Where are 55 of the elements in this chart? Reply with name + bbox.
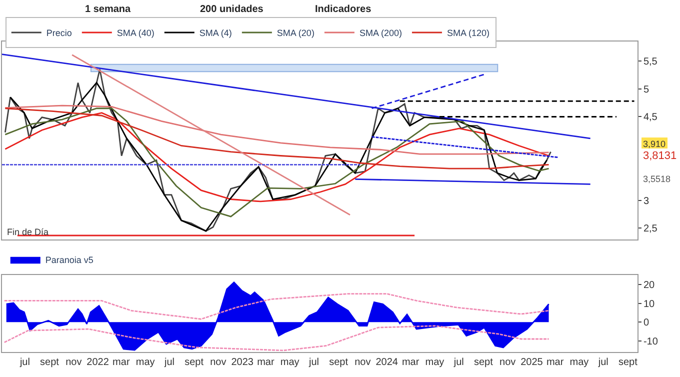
- x-tick-label: nov: [500, 357, 516, 368]
- legend-label: Paranoia v5: [45, 255, 94, 266]
- x-tick-label: mar: [257, 357, 275, 368]
- line-series: [4, 293, 550, 320]
- legend-label: SMA (200): [359, 28, 402, 38]
- x-tick-label: jul: [18, 357, 30, 368]
- y-tick-label: 10: [643, 298, 655, 310]
- x-tick-label: mar: [112, 357, 130, 368]
- x-tick-label: may: [136, 357, 155, 368]
- x-tick-label: mar: [546, 357, 564, 368]
- x-tick-label: nov: [354, 357, 371, 368]
- legend-label: SMA (40): [116, 28, 154, 38]
- x-tick-label: nov: [66, 357, 82, 368]
- line-series: [4, 108, 550, 218]
- x-tick-label: may: [280, 357, 300, 368]
- x-tick-label: jul: [308, 357, 319, 368]
- text: 3,5518: [643, 174, 671, 184]
- y-tick-label: -10: [643, 336, 658, 348]
- x-tick-label: 2025: [520, 357, 544, 368]
- legend-label: Precio: [46, 28, 72, 38]
- x-tick-label: may: [425, 357, 444, 368]
- y-tick-label: 2,5: [643, 224, 658, 235]
- x-tick-label: sept: [329, 357, 348, 368]
- y-tick-label: 5,5: [643, 56, 658, 68]
- line-series: [4, 108, 550, 170]
- y-tick-label: 3: [643, 196, 650, 207]
- x-tick-label: sept: [184, 357, 204, 368]
- text: 200 unidades: [200, 4, 264, 15]
- legend-label: SMA (120): [446, 28, 490, 38]
- line-series: [4, 112, 550, 202]
- x-tick-label: jul: [163, 357, 174, 368]
- text: 3,8131: [643, 150, 677, 162]
- x-tick-label: jul: [452, 357, 464, 368]
- text: Indicadores: [315, 4, 372, 15]
- x-tick-label: sept: [40, 357, 60, 368]
- x-tick-label: nov: [210, 357, 226, 368]
- y-tick-label: 5: [643, 84, 650, 96]
- text: 3,910: [643, 139, 666, 149]
- y-tick-label: 4,5: [643, 112, 658, 124]
- x-tick-label: jul: [597, 357, 608, 368]
- legend-label: SMA (20): [276, 28, 314, 38]
- text: 1 semana: [85, 4, 132, 15]
- annotation: Fin de Día: [7, 227, 49, 237]
- x-tick-label: 2024: [376, 357, 398, 368]
- legend-label: SMA (4): [199, 28, 232, 38]
- x-tick-label: sept: [618, 357, 638, 368]
- y-tick-label: 0: [643, 318, 650, 329]
- x-tick-label: may: [570, 357, 589, 368]
- line-series: [4, 325, 550, 352]
- x-tick-label: 2023: [231, 357, 254, 368]
- x-tick-label: sept: [474, 357, 494, 368]
- line-series: [4, 104, 550, 155]
- x-tick-label: mar: [402, 357, 420, 368]
- y-tick-label: 20: [643, 280, 655, 292]
- x-tick-label: 2022: [86, 357, 110, 368]
